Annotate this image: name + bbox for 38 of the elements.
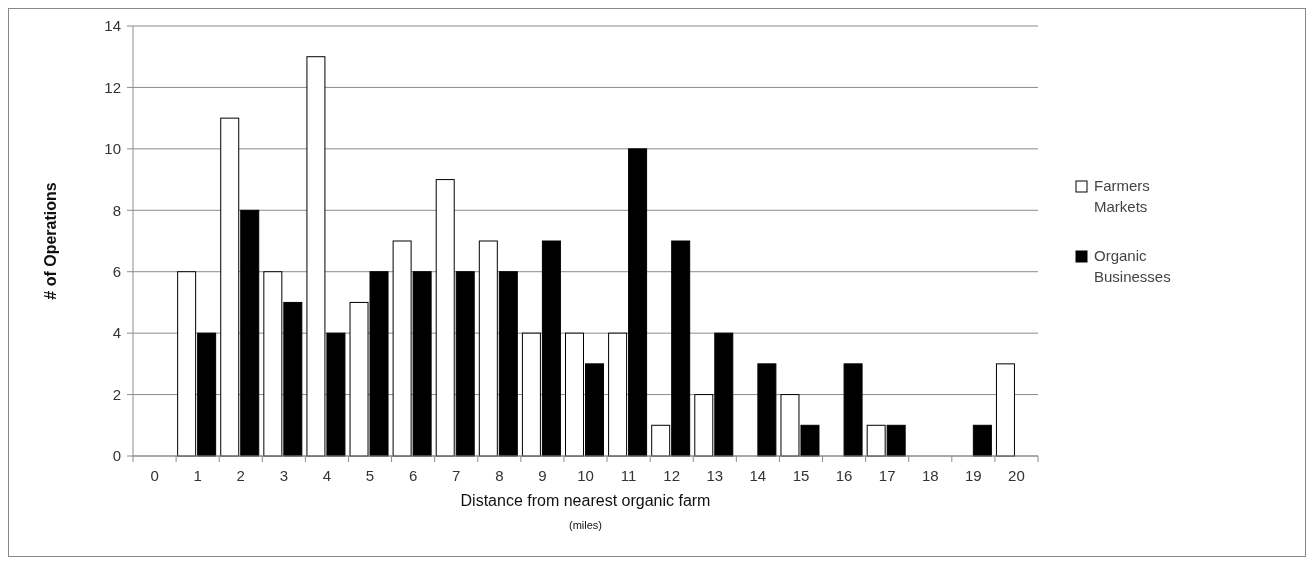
text: (miles) (569, 519, 602, 531)
x-tick-label: 13 (706, 467, 724, 484)
x-tick-label: 2 (236, 467, 245, 484)
x-tick-label: 14 (749, 467, 767, 484)
x-tick-label: 12 (663, 467, 681, 484)
x-tick-label: 5 (365, 467, 375, 484)
x-tick-label: 17 (878, 467, 896, 484)
x-axis-title: Distance from nearest organic farm (460, 492, 711, 509)
x-tick-label: 6 (408, 467, 418, 484)
bar (843, 363, 863, 457)
x-tick-label: 0 (150, 467, 159, 484)
y-tick-label: 0 (112, 447, 121, 465)
x-tick-label: 8 (495, 467, 504, 484)
x-tick-label: 20 (1008, 467, 1025, 484)
y-tick-label: 4 (112, 324, 121, 342)
x-tick-label: 10 (577, 467, 594, 484)
y-tick-label: 10 (104, 140, 121, 158)
x-tick-label: 9 (538, 467, 547, 484)
bar (757, 363, 777, 457)
legend-label: Farmers Markets (1094, 177, 1150, 215)
y-tick-label: 14 (104, 17, 121, 35)
x-tick-label: 16 (835, 467, 853, 484)
x-tick-label: 15 (792, 467, 810, 484)
y-tick-label: 8 (112, 201, 121, 219)
y-axis-title: # of Operations (42, 182, 59, 300)
x-tick-label: 3 (279, 467, 289, 484)
y-tick-label: 12 (104, 78, 121, 96)
x-tick-label: 7 (452, 467, 461, 484)
y-tick-label: 6 (112, 262, 121, 280)
bar (972, 424, 992, 457)
x-tick-label: 4 (322, 467, 332, 484)
bar (995, 363, 1015, 457)
x-tick-label: 18 (921, 467, 939, 484)
x-tick-label: 1 (193, 467, 202, 484)
x-tick-label: 19 (965, 467, 982, 484)
legend-label: Organic Businesses (1094, 247, 1171, 285)
y-tick-label: 2 (112, 385, 121, 403)
x-tick-label: 11 (620, 467, 637, 484)
